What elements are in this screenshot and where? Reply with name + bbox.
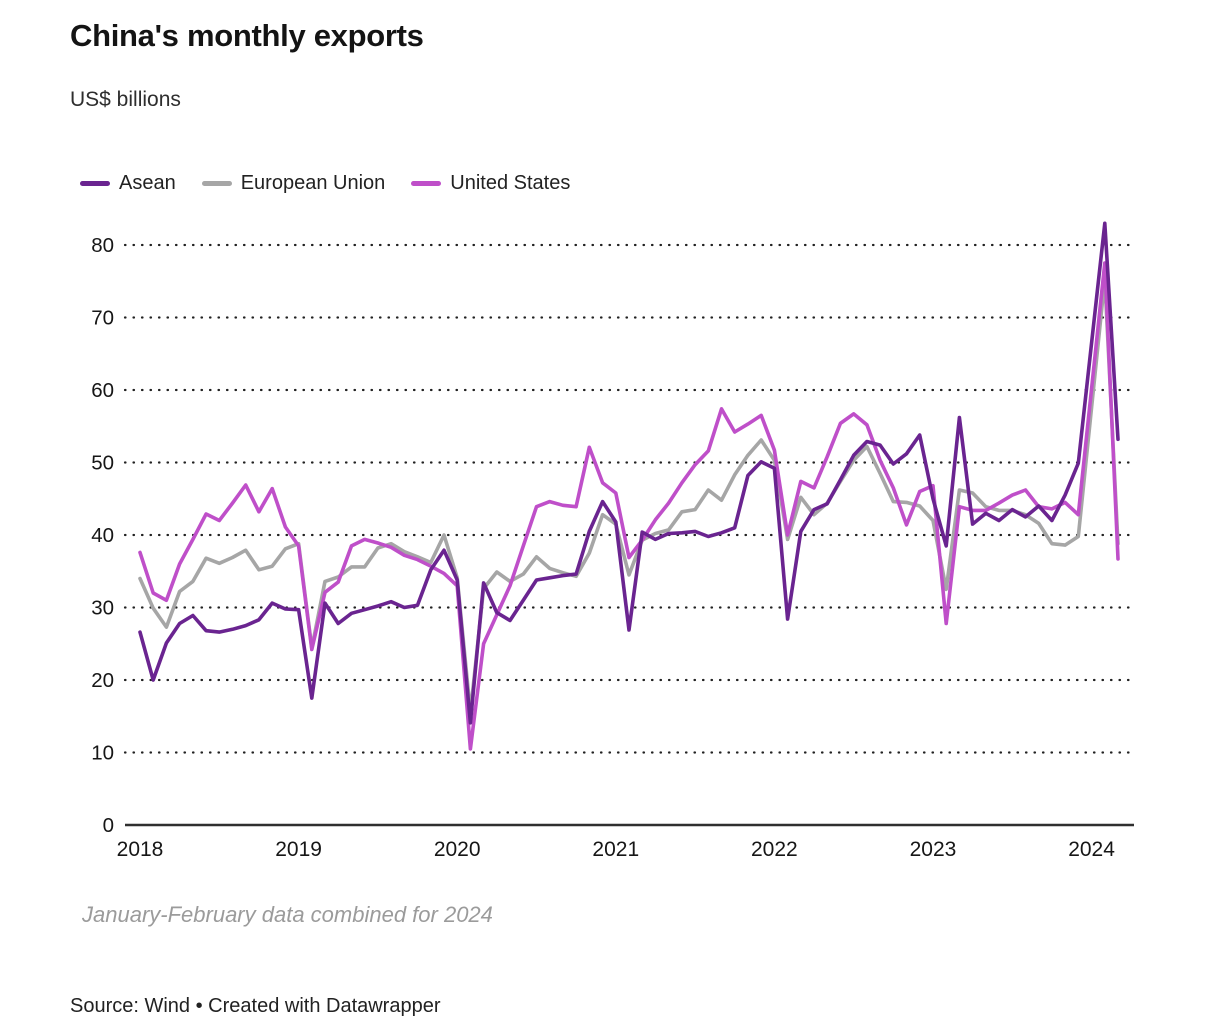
y-tick-label-80: 80 — [91, 234, 114, 257]
chart-subtitle: US$ billions — [70, 88, 181, 111]
x-tick-label-2019: 2019 — [275, 838, 322, 861]
series-line-united-states — [138, 261, 1120, 751]
y-tick-label-20: 20 — [91, 669, 114, 692]
y-tick-label-50: 50 — [91, 452, 114, 475]
y-tick-label-40: 40 — [91, 524, 114, 547]
legend-label-european-union: European Union — [240, 172, 386, 194]
x-tick-label-2020: 2020 — [434, 838, 481, 861]
x-tick-label-2024: 2024 — [1068, 838, 1115, 861]
legend-item-asean: Asean — [80, 172, 176, 195]
asean-line-swatch-icon — [80, 181, 110, 186]
chart-note: January-February data combined for 2024 — [82, 902, 493, 927]
y-tick-label-60: 60 — [91, 379, 114, 402]
us-line-swatch-icon — [411, 181, 442, 186]
x-tick-label-2018: 2018 — [117, 838, 164, 861]
y-tick-label-70: 70 — [91, 307, 114, 330]
x-tick-label-2023: 2023 — [910, 838, 957, 861]
series-line-european-union — [138, 277, 1120, 715]
x-tick-label-2021: 2021 — [592, 838, 639, 861]
y-tick-label-0: 0 — [103, 814, 114, 837]
page-title: China's monthly exports — [70, 18, 424, 53]
y-tick-label-10: 10 — [91, 742, 114, 765]
legend-item-european-union: European Union — [201, 172, 386, 195]
legend-label-united-states: United States — [450, 172, 571, 194]
source-line: Source: Wind • Created with Datawrapper — [70, 995, 441, 1017]
legend-label-asean: Asean — [119, 172, 176, 194]
chart-legend: Asean European Union United States — [80, 172, 570, 195]
series-line-asean — [138, 221, 1120, 725]
x-tick-label-2022: 2022 — [751, 838, 798, 861]
legend-item-united-states: United States — [411, 172, 570, 195]
eu-line-swatch-icon — [201, 181, 232, 186]
y-tick-label-30: 30 — [91, 597, 114, 620]
